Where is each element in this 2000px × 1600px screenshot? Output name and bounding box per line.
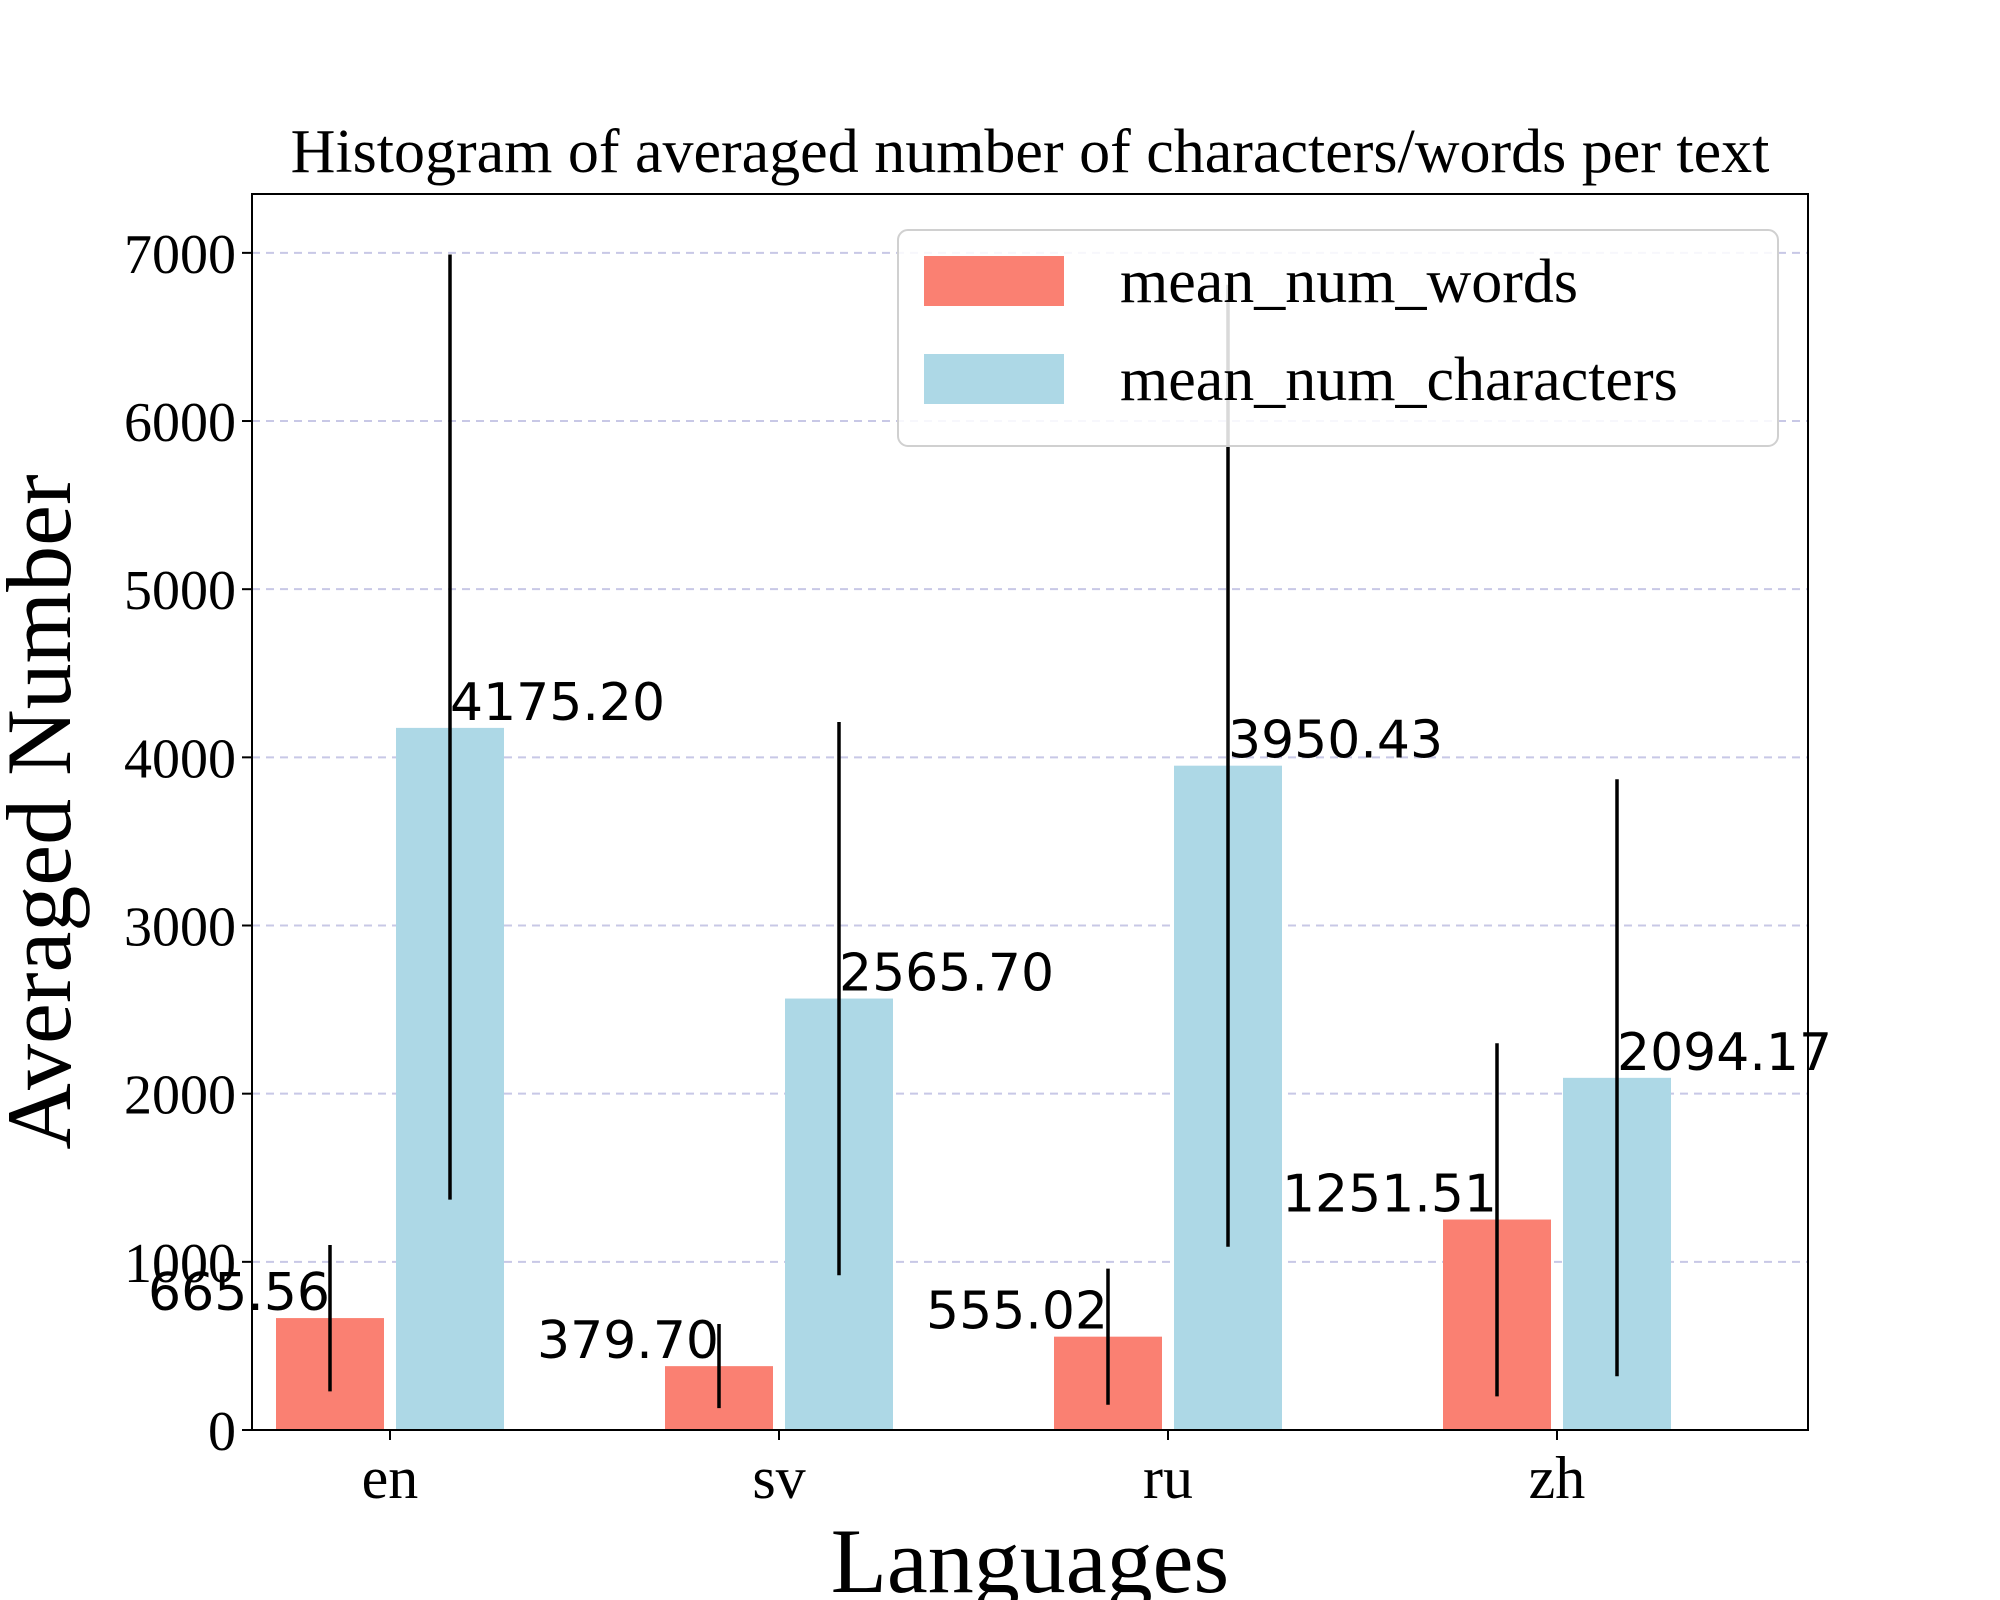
value-label: 4175.20 [450,673,665,733]
value-label: 2094.17 [1617,1023,1832,1083]
legend-label: mean_num_characters [1120,346,1678,414]
legend-label: mean_num_words [1120,248,1578,316]
legend-swatch [924,256,1064,306]
x-axis: en sv ru zh [362,1430,1586,1511]
value-label: 555.02 [926,1282,1108,1342]
value-label: 3950.43 [1228,711,1443,771]
legend-swatch [924,354,1064,404]
value-labels-group: 665.56 4175.20 379.70 2565.70 555.02 3950.43 1… [148,673,1832,1371]
y-tick-label: 5000 [124,560,236,622]
x-tick-label: zh [1529,1445,1586,1511]
value-label: 2565.70 [839,944,1054,1004]
x-tick-label: en [362,1445,419,1511]
plot-frame [251,193,1809,1431]
x-tick-label: sv [752,1445,805,1511]
value-label: 379.70 [537,1311,719,1371]
error-bars-group [328,254,1619,1409]
value-label: 665.56 [148,1263,330,1323]
y-tick-label: 6000 [124,392,236,454]
x-tick-label: ru [1143,1445,1193,1511]
y-tick-label: 7000 [124,224,236,286]
y-tick-label: 4000 [124,728,236,790]
y-axis-label: Averaged Number [0,474,90,1149]
chart-title: Histogram of averaged number of characte… [291,118,1770,186]
legend-box [897,229,1779,447]
y-axis: 0 1000 2000 3000 4000 5000 6000 7000 [124,224,252,1463]
y-tick-label: 3000 [124,897,236,959]
value-label: 1251.51 [1282,1165,1497,1225]
x-axis-label: Languages [831,1510,1230,1600]
y-tick-label: 2000 [124,1065,236,1127]
y-tick-label: 0 [208,1401,236,1463]
y-tick-label: 1000 [124,1233,236,1295]
legend: mean_num_words mean_num_characters [897,229,1779,447]
